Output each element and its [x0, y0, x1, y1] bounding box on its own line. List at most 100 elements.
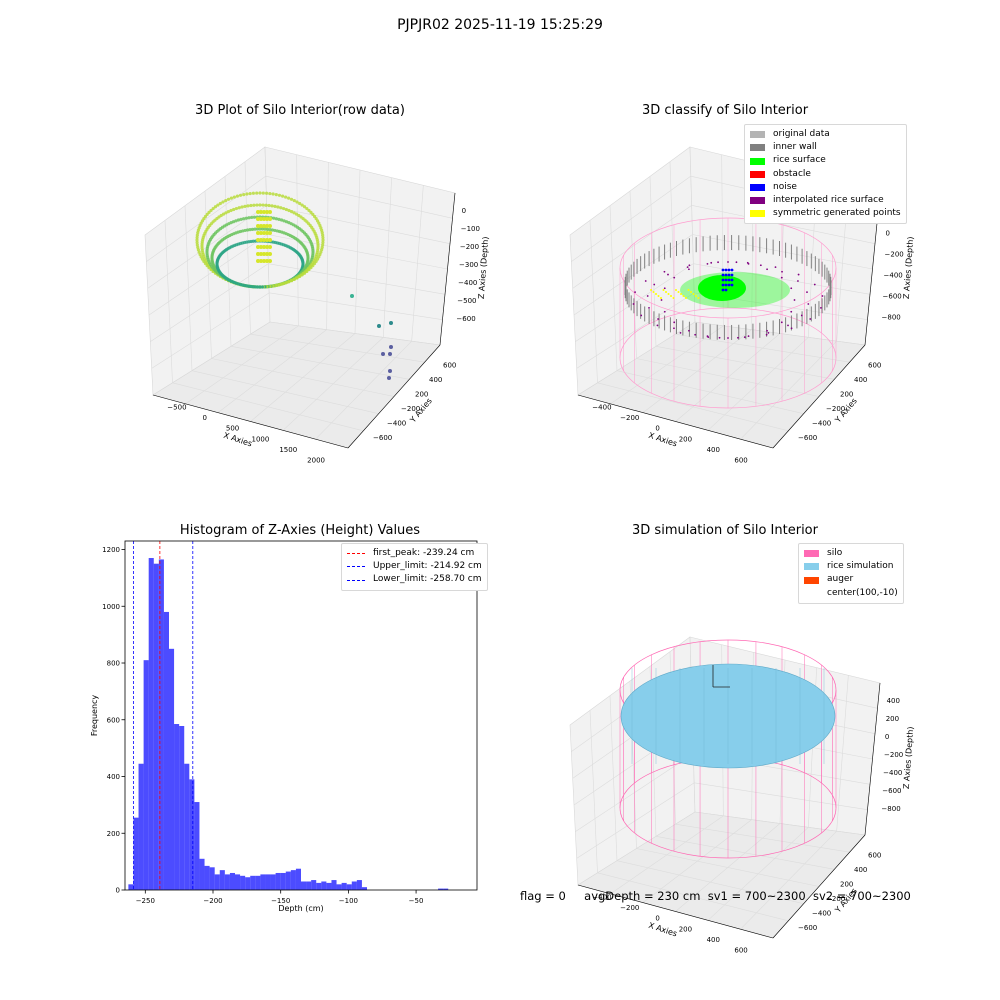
data-point — [234, 219, 238, 223]
symmetric-point — [675, 289, 677, 291]
data-point — [213, 205, 218, 209]
symmetric-point — [672, 297, 675, 299]
histogram-bar — [301, 881, 307, 890]
legend-label: Lower_limit: -258.70 cm — [373, 574, 482, 585]
data-point — [289, 197, 294, 201]
legend-item-obstacle: obstacle — [750, 168, 901, 181]
outlier-point — [377, 324, 381, 328]
status-footer: flag = 0 avgDepth = 230 cm sv1 = 700~230… — [520, 889, 911, 903]
histogram-bar — [240, 875, 246, 890]
sv1-value: sv1 = 700~2300 — [707, 889, 806, 903]
data-point — [321, 238, 325, 242]
data-point — [256, 285, 260, 289]
histogram-bar — [148, 558, 154, 890]
grid-line — [836, 675, 849, 832]
data-point — [211, 206, 215, 211]
data-point — [242, 217, 246, 221]
data-point — [260, 285, 264, 289]
data-point — [243, 228, 247, 233]
histogram-bar — [133, 817, 139, 890]
data-point — [226, 197, 231, 201]
grid-line — [244, 161, 251, 335]
histogram-bar — [194, 802, 200, 890]
data-point — [259, 210, 263, 214]
depth-histogram: −250 −200 −150 −100 −50 0 200 400 600 800 1000 1200… — [90, 540, 478, 913]
noise-point — [724, 278, 728, 282]
x-tick-label: −250 — [136, 897, 155, 905]
y-tick-label: 400 — [429, 376, 442, 384]
legend-swatch — [750, 144, 765, 152]
data-point — [265, 210, 269, 214]
data-point — [245, 192, 249, 196]
data-point — [196, 248, 200, 252]
z-tick-label: 0 — [886, 230, 890, 238]
z-axis-label: Z Axies (Depth) — [902, 726, 915, 789]
histogram-legend: first_peak: -239.24 cm Upper_limit: -214… — [341, 543, 488, 591]
interpolated-point — [790, 327, 793, 330]
data-point — [268, 231, 272, 235]
grid-line — [740, 830, 837, 930]
interpolated-point — [653, 283, 656, 286]
outlier-point — [389, 321, 393, 325]
data-point — [284, 195, 288, 199]
symmetric-point — [657, 295, 660, 297]
legend-swatch — [750, 131, 765, 139]
data-point — [253, 227, 257, 231]
y-tick-label: −600 — [798, 924, 817, 932]
noise-point — [727, 278, 731, 282]
y-tick-label: 600 — [443, 361, 456, 369]
y-tick-label: 200 — [840, 880, 853, 888]
noise-point — [730, 278, 734, 282]
interpolated-point — [766, 329, 768, 332]
data-point — [316, 242, 320, 246]
histogram-bar — [290, 870, 296, 890]
data-point — [264, 191, 269, 195]
histogram-bar — [443, 888, 449, 890]
legend-swatch — [750, 210, 765, 218]
histogram-bar — [229, 872, 235, 890]
data-point — [265, 224, 269, 228]
data-point — [282, 219, 286, 223]
histogram-bar — [174, 724, 180, 890]
interpolated-point — [686, 266, 689, 268]
legend-line — [347, 579, 365, 581]
data-point — [259, 259, 263, 263]
histogram-bar — [128, 884, 134, 890]
data-point — [307, 208, 311, 213]
z-axis-label: Z Axies (Depth) — [902, 236, 915, 299]
data-point — [284, 207, 288, 212]
histogram-bar — [280, 872, 286, 890]
data-point — [279, 218, 284, 222]
z-tick-label: −400 — [884, 272, 903, 280]
histogram-bar — [184, 763, 190, 890]
data-point — [305, 206, 309, 211]
data-point — [259, 231, 263, 235]
axes-3d: −400−2000200400600600400200−200−400−6004… — [569, 636, 915, 955]
z-tick-label: −600 — [882, 787, 901, 795]
data-point — [274, 217, 278, 221]
classify-plot-title: 3D classify of Silo Interior — [641, 103, 809, 118]
data-point — [265, 217, 269, 221]
data-point — [231, 220, 236, 224]
data-point — [309, 210, 313, 214]
interpolated-point — [717, 261, 719, 264]
symmetric-point — [662, 289, 665, 291]
histogram-bar — [270, 874, 276, 890]
histogram-bar — [341, 882, 347, 890]
data-point — [258, 227, 262, 231]
x-tick-label: 2000 — [307, 457, 325, 465]
data-point — [262, 231, 266, 235]
z-axis-line — [439, 192, 456, 346]
noise-point — [724, 273, 728, 277]
z-tick-label: 0 — [885, 733, 889, 741]
legend-label: noise — [773, 181, 797, 192]
legend-label: interpolated rice surface — [773, 195, 884, 206]
symmetric-point — [655, 293, 657, 295]
data-point — [262, 245, 266, 249]
legend-item-upper-limit: Upper_limit: -214.92 cm — [347, 560, 482, 573]
grid-line — [740, 340, 837, 440]
legend-label: center(100,-10) — [827, 587, 898, 598]
histogram-bar — [169, 648, 175, 890]
data-point — [209, 208, 213, 213]
histogram-bar — [326, 882, 332, 890]
